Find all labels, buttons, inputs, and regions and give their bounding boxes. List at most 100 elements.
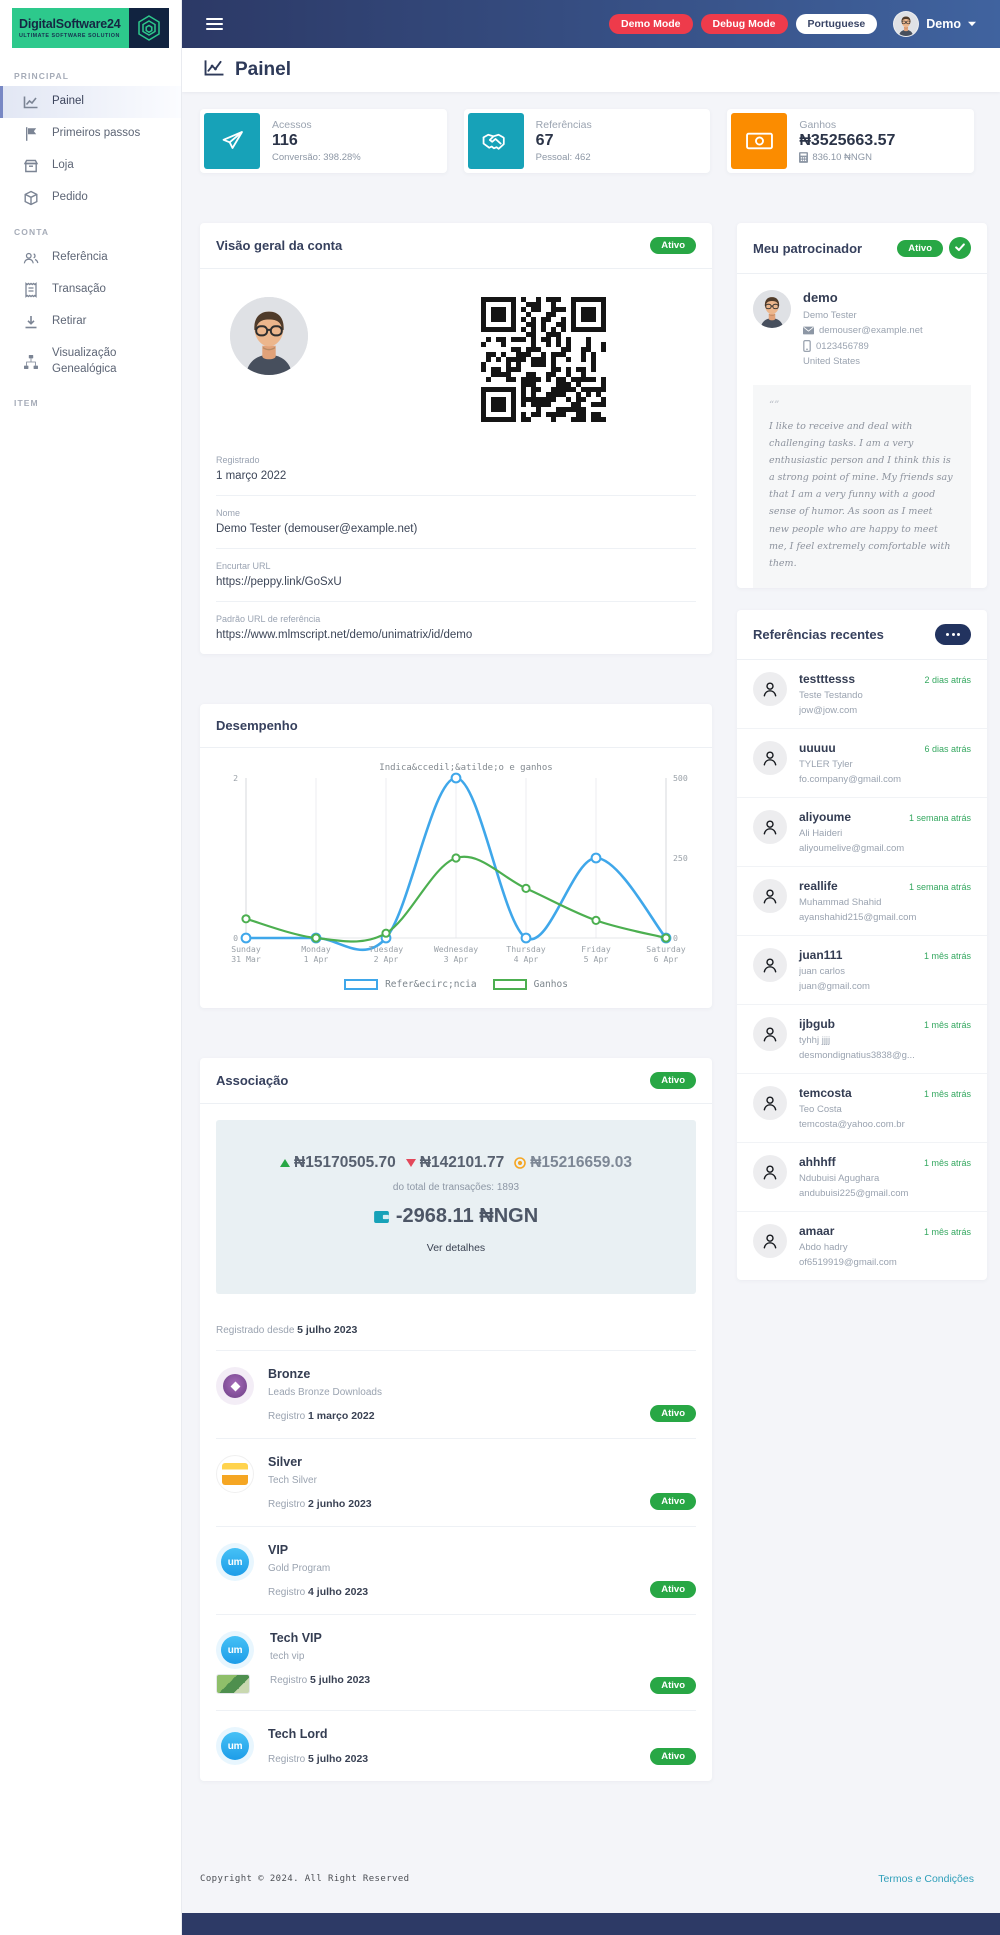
um-logo: um	[216, 1543, 254, 1581]
sponsor-avatar	[753, 290, 791, 328]
chart-line-icon	[204, 59, 225, 81]
status-badge: Ativo	[650, 1493, 696, 1510]
navbar-badge-portuguese[interactable]: Portuguese	[795, 14, 878, 34]
user-menu[interactable]: Demo	[893, 11, 976, 37]
field-label: Encurtar URL	[216, 561, 271, 571]
balance-value: -2968.11 ₦NGN	[395, 1205, 539, 1227]
referral-time: 1 semana atrás	[908, 812, 971, 823]
person-icon	[753, 1223, 787, 1258]
status-badge: Ativo	[897, 239, 943, 257]
card-title: Meu patrocinador	[753, 240, 863, 256]
referral-item: amaar 1 mês atrás Abdo hadry of6519919@gmai…	[737, 1212, 987, 1280]
stat-label: Ganhos	[799, 119, 837, 131]
brand-logo[interactable]: DigitalSoftware24 ULTIMATE SOFTWARE SOLU…	[12, 8, 169, 48]
plan-item-silver: Silver Tech Silver Registro 2 junho 2023 At…	[216, 1439, 696, 1527]
referral-time: 1 mês atrás	[923, 1019, 971, 1030]
user-name: Demo	[926, 17, 961, 31]
registered-since-date: 5 julho 2023	[297, 1324, 358, 1336]
svg-text:3 Apr: 3 Apr	[444, 954, 469, 964]
coin-icon	[514, 1157, 527, 1169]
sidebar-item-painel[interactable]: Painel	[0, 86, 181, 118]
referral-item: ijbgub 1 mês atrás tyhhj jjjj desmondignati…	[737, 1005, 987, 1074]
person-icon	[753, 1085, 787, 1120]
plan-subtitle: Leads Bronze Downloads	[268, 1387, 382, 1398]
referral-email: aliyoumelive@gmail.com	[799, 842, 905, 854]
sponsor-country: United States	[803, 356, 861, 367]
person-icon	[753, 878, 787, 913]
sidebar-item-pedido[interactable]: Pedido	[0, 182, 181, 214]
um-logo: um	[216, 1727, 254, 1765]
wallet-icon	[373, 1210, 389, 1223]
referral-username: amaar	[799, 1223, 835, 1238]
check-circle-button[interactable]	[949, 237, 971, 259]
referral-username: reallife	[799, 878, 838, 893]
person-icon	[753, 671, 787, 706]
handshake-icon	[467, 113, 524, 169]
users-icon	[23, 250, 39, 266]
svg-text:2 Apr: 2 Apr	[374, 954, 399, 964]
plan-register-date: Registro 1 março 2022	[268, 1410, 375, 1422]
sidebar-item-label: Primeiros passos	[52, 127, 141, 140]
navbar-badge-demo-mode[interactable]: Demo Mode	[608, 14, 693, 34]
credits-out-value: ₦142101.77	[419, 1154, 505, 1171]
field-label: Padrão URL de referência	[216, 614, 321, 624]
registered-since-label: Registrado desde	[216, 1325, 295, 1336]
account-overview-card: Visão geral da conta Ativo Registrado 1 m…	[200, 223, 712, 654]
referral-time: 6 dias atrás	[924, 743, 971, 754]
plan-name: Bronze	[268, 1367, 311, 1381]
overview-field-encurtar-url: Encurtar URL https://peppy.link/GoSxU	[216, 548, 696, 601]
plan-item-vip: um VIP Gold Program Registro 4 julho 2023 At…	[216, 1527, 696, 1615]
sponsor-email: demouser@example.net	[819, 325, 923, 336]
stat-card-refer-ncias: Referências 67 Pessoal: 462	[463, 109, 711, 173]
navbar-right: Demo Mode Debug Mode Portuguese Demo	[608, 11, 976, 37]
svg-text:4 Apr: 4 Apr	[514, 954, 539, 964]
hamburger-menu-icon[interactable]	[206, 18, 223, 30]
plan-item-tech-vip: um Tech VIP tech vip Registro 5 julho 2023 A…	[216, 1615, 696, 1711]
svg-text:31 Mar: 31 Mar	[231, 954, 261, 964]
sidebar-item-label: Visualização Genealógica	[52, 347, 117, 375]
view-details-link[interactable]: Ver detalhes	[426, 1242, 486, 1254]
plan-name: Silver	[268, 1455, 303, 1469]
plan-name: VIP	[268, 1543, 289, 1557]
sidebar-item-primeiros-passos[interactable]: Primeiros passos	[0, 118, 181, 150]
sidebar-item-refer-ncia[interactable]: Referência	[0, 242, 181, 274]
more-options-button[interactable]	[935, 623, 971, 645]
membership-card: Associação Ativo ₦15170505.70 ₦142101.77…	[200, 1058, 712, 1781]
field-value: 1 março 2022	[216, 470, 287, 482]
line-chart: Indica&ccedil;&atilde;o e ganhos 2 0 500 250…	[216, 760, 696, 973]
referral-time: 1 mês atrás	[923, 1226, 971, 1237]
field-label: Nome	[216, 508, 241, 518]
referral-item: uuuuu 6 dias atrás TYLER Tyler fo.company@g…	[737, 729, 987, 798]
svg-text:Sunday: Sunday	[231, 944, 261, 954]
plan-register-date: Registro 5 julho 2023	[270, 1674, 371, 1686]
performance-card: Desempenho Indica&ccedil;&atilde;o e gan…	[200, 704, 712, 1008]
silver-logo	[216, 1455, 254, 1493]
referral-email: of6519919@gmail.com	[799, 1256, 897, 1268]
sidebar-item-label: Referência	[52, 251, 108, 264]
svg-text:6 Apr: 6 Apr	[654, 954, 679, 964]
svg-text:0: 0	[673, 933, 678, 943]
terms-link[interactable]: Termos e Condições	[878, 1873, 974, 1885]
bottom-bar	[182, 1913, 1000, 1935]
brand-name: DigitalSoftware24	[19, 17, 121, 31]
sidebar-item-transa-o[interactable]: Transação	[0, 274, 181, 306]
store-icon	[23, 158, 39, 174]
referral-time: 2 dias atrás	[924, 674, 971, 685]
plan-register-date: Registro 4 julho 2023	[268, 1586, 369, 1598]
card-title: Referências recentes	[753, 626, 884, 642]
status-badge: Ativo	[650, 1748, 696, 1765]
page-title: Painel	[235, 59, 291, 80]
svg-text:2: 2	[233, 773, 238, 783]
sidebar-item-loja[interactable]: Loja	[0, 150, 181, 182]
sidebar-item-visualiza-o-geneal-gica[interactable]: Visualização Genealógica	[0, 338, 181, 385]
field-label: Registrado	[216, 455, 260, 465]
sidebar-item-label: Retirar	[52, 315, 87, 328]
sidebar-item-retirar[interactable]: Retirar	[0, 306, 181, 338]
referral-email: andubuisi225@gmail.com	[799, 1187, 909, 1199]
um-logo: um	[216, 1631, 254, 1669]
svg-text:0: 0	[233, 933, 238, 943]
navbar-badge-debug-mode[interactable]: Debug Mode	[700, 14, 788, 34]
membership-plan-list: Bronze Leads Bronze Downloads Registro 1 m…	[200, 1351, 712, 1781]
plan-register-date: Registro 5 julho 2023	[268, 1753, 369, 1765]
overview-field-padr-o-url-de-refer-ncia: Padrão URL de referência https://www.mlms…	[216, 601, 696, 654]
